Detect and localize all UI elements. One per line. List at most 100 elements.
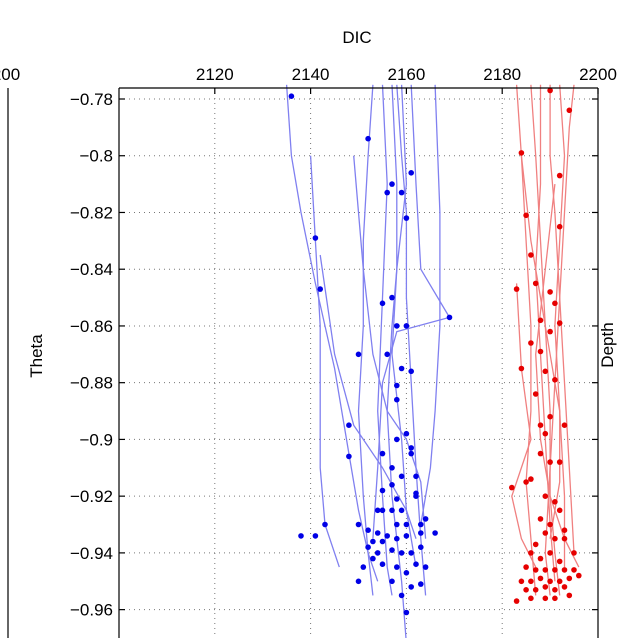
data-point — [532, 280, 539, 287]
data-point — [523, 479, 529, 485]
data-point — [547, 87, 553, 94]
data-point — [566, 592, 573, 599]
data-point — [403, 521, 410, 528]
y-tick-label: −0.9 — [79, 430, 113, 449]
data-point — [394, 564, 400, 570]
profile-line — [386, 84, 408, 643]
data-point — [523, 587, 529, 593]
x-tick-label: 2200 — [579, 65, 617, 84]
data-point — [394, 496, 400, 502]
data-point — [566, 575, 573, 582]
data-point — [384, 533, 391, 539]
data-point — [542, 595, 549, 602]
data-point — [556, 558, 563, 565]
data-point — [365, 135, 371, 142]
data-point — [532, 587, 539, 593]
data-point — [394, 382, 400, 389]
data-point — [518, 150, 525, 156]
data-point — [379, 561, 386, 567]
profile-lines — [285, 84, 580, 643]
data-point — [403, 323, 410, 329]
data-point — [509, 484, 515, 491]
x-tick-label: 2180 — [483, 65, 521, 84]
data-point — [422, 564, 429, 570]
data-points — [288, 87, 582, 643]
profile-line — [520, 155, 561, 539]
data-point — [346, 422, 352, 429]
data-point — [446, 314, 453, 321]
data-point — [528, 550, 534, 556]
data-point — [537, 516, 544, 522]
x-tick-label: 2140 — [292, 65, 330, 84]
data-point — [312, 533, 319, 539]
data-point — [532, 567, 539, 573]
data-point — [379, 300, 386, 307]
data-point — [403, 609, 410, 616]
data-point — [556, 320, 563, 326]
y-tick-label: −0.92 — [70, 487, 113, 506]
data-point — [528, 476, 534, 482]
data-point — [365, 527, 371, 533]
profile-line — [357, 84, 374, 596]
data-point — [432, 530, 438, 536]
data-point — [552, 300, 558, 307]
data-point — [379, 487, 386, 494]
data-point — [394, 396, 400, 403]
data-point — [365, 544, 371, 550]
data-point — [312, 235, 319, 241]
data-point — [528, 578, 534, 585]
data-point — [408, 368, 415, 375]
profile-line — [544, 84, 561, 596]
data-point — [561, 535, 568, 542]
data-point — [542, 567, 549, 573]
data-point — [398, 507, 405, 514]
data-point — [547, 328, 553, 335]
data-point — [317, 286, 324, 292]
data-point — [552, 587, 558, 593]
data-point — [408, 550, 415, 556]
data-point — [418, 581, 424, 587]
y-tick-label: −0.86 — [70, 317, 113, 336]
data-point — [571, 550, 577, 556]
y-tick-label: −0.84 — [70, 260, 113, 279]
y-tick-label: −0.96 — [70, 601, 113, 620]
profile-line — [559, 84, 575, 553]
data-point — [398, 550, 405, 556]
data-point — [389, 482, 395, 488]
data-point — [355, 351, 362, 358]
data-point — [384, 189, 391, 196]
profile-line — [554, 84, 566, 568]
data-point — [571, 567, 577, 573]
data-point — [413, 561, 419, 567]
data-point — [408, 170, 415, 176]
data-point — [537, 422, 544, 429]
data-point — [394, 535, 400, 542]
data-point — [518, 578, 525, 585]
data-point — [394, 521, 400, 528]
data-point — [394, 436, 400, 443]
data-point — [542, 430, 549, 437]
profile-line — [353, 155, 427, 539]
data-point — [518, 365, 525, 372]
data-point — [566, 107, 573, 114]
y-tick-label: −0.78 — [70, 90, 113, 109]
data-point — [394, 323, 400, 329]
data-point — [374, 550, 381, 556]
data-point — [418, 544, 424, 550]
data-point — [389, 465, 395, 471]
data-point — [552, 567, 558, 573]
data-point — [408, 450, 415, 457]
data-point — [576, 572, 582, 579]
chart-title: DIC — [342, 28, 371, 47]
data-point — [513, 286, 520, 292]
profile-line — [309, 155, 340, 568]
data-point — [542, 493, 549, 500]
data-point — [523, 212, 529, 219]
data-point — [288, 93, 295, 99]
data-point — [537, 348, 544, 355]
data-point — [389, 294, 395, 301]
profile-line — [515, 84, 537, 596]
data-point — [537, 317, 544, 324]
